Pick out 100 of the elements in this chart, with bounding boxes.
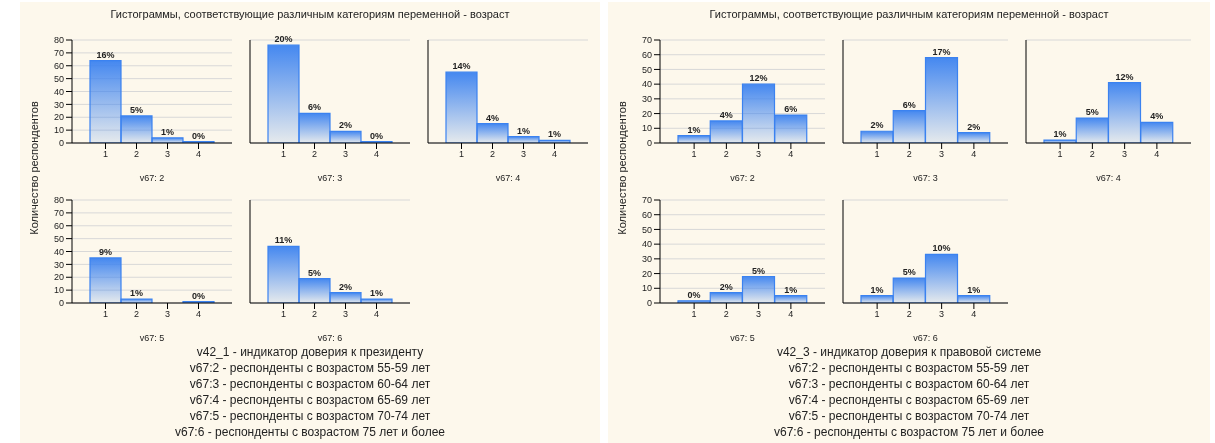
x-tick-label: 1 [102,309,109,320]
text: v67:3 - респонденты с возрастом 60-64 лет [188,376,432,392]
x-tick-label: 1 [102,149,109,160]
x-tick-label: 2 [311,309,318,320]
text: v67:6 - респонденты с возрастом 75 лет и более [174,424,446,440]
text: v67:4 - респонденты с возрастом 65-69 лет [188,392,432,408]
annotation: 17% [932,46,951,57]
y-tick-label: 10 [641,283,652,294]
x-tick-label: 3 [342,309,349,320]
annotation: 4% [485,112,500,123]
x-tick-label: 3 [756,309,762,320]
y-tick-label: 70 [53,208,64,219]
x-tick-label: 1 [1057,149,1063,160]
y-tick-label: 50 [641,64,652,75]
x-axis-title: v67: 6 [913,333,938,343]
x-tick-label: 1 [280,309,287,320]
x-tick-label: 4 [788,149,794,160]
x-tick-label: 2 [133,149,140,160]
annotation: 2% [967,121,981,132]
annotation: 1% [369,288,384,299]
y-tick-label: 70 [53,48,64,59]
x-tick-label: 2 [489,149,496,160]
y-tick-label: 50 [641,224,652,235]
annotation: 1% [160,126,175,137]
x-tick-label: 3 [1122,149,1128,160]
y-tick-label: 60 [53,60,64,71]
annotation: 1% [687,124,701,135]
x-tick-label: 3 [164,309,171,320]
text: Гистограммы, соответствующие различным категориям переменной - возраст [109,8,511,20]
y-axis-title: Количество респондентов [28,100,40,237]
x-tick-label: 2 [1089,149,1095,160]
y-tick-label: 30 [641,94,652,105]
annotation: 0% [191,290,206,301]
y-tick-label: 10 [641,123,652,134]
y-tick-label: 0 [58,298,64,309]
x-tick-label: 2 [906,309,912,320]
x-tick-label: 1 [874,309,880,320]
annotation: 1% [129,288,144,299]
annotation: 10% [932,243,951,254]
x-tick-label: 3 [939,149,945,160]
annotation: 5% [902,266,916,277]
y-tick-label: 0 [58,138,64,149]
y-tick-label: 20 [641,108,652,119]
x-tick-label: 3 [939,309,945,320]
y-tick-label: 60 [641,209,652,220]
y-tick-label: 80 [53,195,64,206]
y-tick-label: 70 [641,195,652,206]
y-tick-label: 40 [53,246,64,257]
x-tick-label: 3 [164,149,171,160]
annotation: 11% [274,235,293,246]
x-axis-title: v67: 2 [730,173,755,183]
annotation: 12% [1115,71,1134,82]
annotation: 14% [452,61,471,72]
annotation: 6% [902,99,916,110]
x-tick-label: 2 [723,309,729,320]
text: v67:5 - респонденты с возрастом 70-74 лет [188,408,432,424]
x-tick-label: 3 [342,149,349,160]
annotation: 1% [870,284,884,295]
y-tick-label: 10 [53,285,64,296]
text: v67:2 - респонденты с возрастом 55-59 лет [188,360,432,376]
x-tick-label: 4 [195,149,202,160]
x-tick-label: 2 [906,149,912,160]
annotation: 5% [307,267,322,278]
x-tick-label: 4 [373,309,380,320]
text: v67:2 - респонденты с возрастом 55-59 лет [787,360,1031,376]
annotation: 2% [870,120,884,131]
x-tick-label: 3 [520,149,527,160]
y-tick-label: 40 [53,86,64,97]
x-tick-label: 1 [280,149,287,160]
text: v67:3 - респонденты с возрастом 60-64 лет [787,376,1031,392]
annotation: 20% [274,34,293,45]
x-axis-title: v67: 6 [317,333,343,343]
annotation: 2% [338,281,353,292]
annotation: 12% [749,73,768,84]
x-axis-title: v67: 4 [495,173,521,183]
y-tick-label: 30 [53,99,64,110]
annotation: 0% [687,289,701,300]
y-tick-label: 20 [53,272,64,283]
x-axis-title: v67: 4 [1096,173,1121,183]
x-axis-title: v67: 5 [730,333,755,343]
x-tick-label: 4 [373,149,380,160]
y-tick-label: 0 [646,298,652,309]
annotation: 9% [98,246,113,257]
text: v42_3 - индикатор доверия к правовой системе [775,344,1043,360]
x-axis-title: v67: 3 [317,173,343,183]
x-tick-label: 4 [1154,149,1160,160]
annotation: 5% [752,265,766,276]
annotation: 16% [96,49,115,60]
text: v42_1 - индикатор доверия к президенту [195,344,425,360]
annotation: 1% [967,284,981,295]
annotation: 5% [129,104,144,115]
x-tick-label: 3 [756,149,762,160]
y-tick-label: 30 [53,259,64,270]
x-tick-label: 4 [971,309,977,320]
annotation: 5% [1085,106,1099,117]
x-tick-label: 1 [691,149,697,160]
text: v67:6 - респонденты с возрастом 75 лет и более [773,424,1045,440]
annotation: 1% [547,129,562,140]
y-tick-label: 70 [641,35,652,46]
y-tick-label: 10 [53,125,64,136]
